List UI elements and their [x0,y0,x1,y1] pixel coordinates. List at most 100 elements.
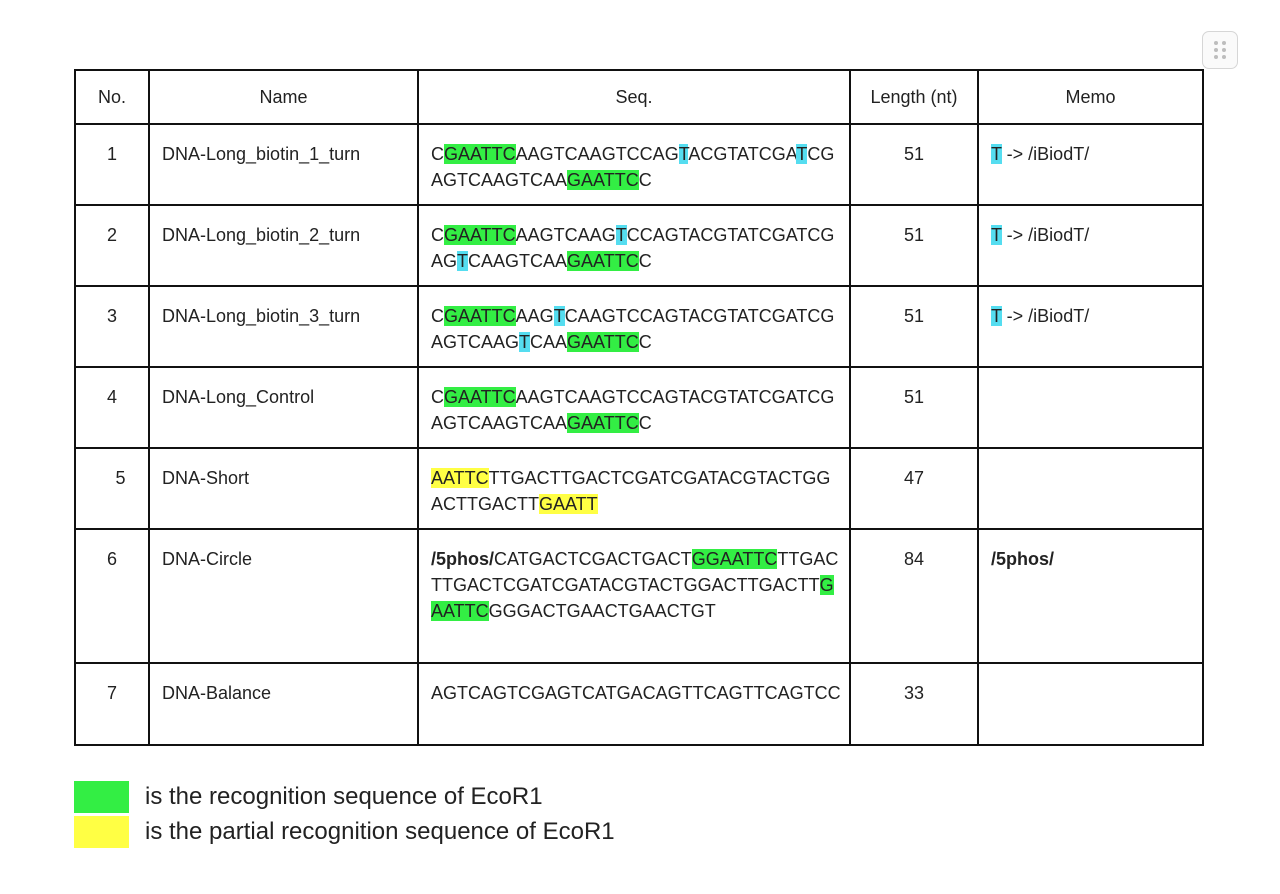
row-memo: /5phos/ [977,528,1204,664]
sequence-segment: -> /iBiodT/ [1001,225,1090,245]
row-sequence: CGAATTCAAGTCAAGTCCAGTACGTATCGATCGAGTCAAG… [417,366,851,449]
row-length: 84 [849,528,979,664]
table-row: 5 DNA-Short AATTCTTGACTTGACTCGATCGATACGT… [74,447,1204,530]
row-length: 33 [849,662,979,746]
row-sequence: CGAATTCAAGTCAAGTCCAGTACGTATCGATCGAGTCAAG… [417,204,851,287]
legend-label: is the partial recognition sequence of E… [145,817,615,845]
row-name: DNA-Long_biotin_1_turn [148,123,419,206]
row-memo: T -> /iBiodT/ [977,123,1204,206]
row-sequence: AGTCAGTCGAGTCATGACAGTTCAGTTCAGTCC [417,662,851,746]
sequence-segment: CCAGTACGTATCGATCGAG [431,225,835,271]
biotin-base: T [553,306,565,326]
sequence-segment: CAAGTCAA [468,251,568,271]
row-name: DNA-Long_biotin_2_turn [148,204,419,287]
sequence-segment: -> /iBiodT/ [1001,144,1090,164]
sequence-segment: C [638,251,652,271]
biotin-base: T [991,306,1002,326]
header-no: No. [74,69,150,125]
row-sequence: /5phos/CATGACTCGACTGACTGGAATTCTTGACTTGAC… [417,528,851,664]
partial-site: GAATT [539,494,598,514]
table-row: 7 DNA-Balance AGTCAGTCGAGTCATGACAGTTCAGT… [74,662,1204,746]
biotin-base: T [991,144,1002,164]
recognition-site: GAATTC [444,144,516,164]
sequence-segment: CAAGTCCAGTACGTATCGATCGAGTCAAG [431,306,835,352]
row-length: 51 [849,285,979,368]
sequence-segment: AAGTCAAGTCCAG [515,144,679,164]
legend-swatch-green [74,780,129,813]
sequence-segment: AAGTCAAG [515,225,616,245]
phosphate-tag: /5phos/ [991,549,1055,569]
sequence-segment: CATGACTCGACTGACT [494,549,692,569]
table-row: 4 DNA-Long_Control CGAATTCAAGTCAAGTCCAGT… [74,366,1204,449]
sequence-segment: C [431,306,444,326]
row-length: 51 [849,366,979,449]
row-name: DNA-Long_biotin_3_turn [148,285,419,368]
drag-handle[interactable] [1202,31,1238,69]
header-memo: Memo [977,69,1204,125]
row-memo [977,662,1204,746]
row-no: 6 [74,528,150,664]
row-no: 2 [74,204,150,287]
recognition-site: GAATTC [444,306,516,326]
drag-handle-icon [1214,41,1226,59]
table-row: 3 DNA-Long_biotin_3_turn CGAATTCAAGTCAAG… [74,285,1204,368]
header-length: Length (nt) [849,69,979,125]
recognition-site: GAATTC [567,170,639,190]
row-memo: T -> /iBiodT/ [977,204,1204,287]
table-row: 1 DNA-Long_biotin_1_turn CGAATTCAAGTCAAG… [74,123,1204,206]
legend: is the recognition sequence of EcoR1 is … [74,779,615,849]
biotin-base: T [519,332,531,352]
biotin-base: T [457,251,469,271]
row-no: 3 [74,285,150,368]
recognition-site: GAATTC [567,251,639,271]
row-length: 51 [849,123,979,206]
sequence-segment: C [431,144,444,164]
phosphate-tag: /5phos/ [431,549,495,569]
row-name: DNA-Long_Control [148,366,419,449]
sequence-segment: C [431,387,444,407]
row-no: 5 [74,447,150,530]
row-no: 4 [74,366,150,449]
sequence-segment: TTGACTTGACTCGATCGATACGTACTGGACTTGACTT [431,549,839,595]
sequence-segment: AGTCAGTCGAGTCATGACAGTTCAGTTCAGTCC [431,683,841,703]
row-length: 47 [849,447,979,530]
sequence-segment: AAGTCAAGTCCAGTACGTATCGATCGAGTCAAGTCAA [431,387,835,433]
sequence-segment: CGAGTCAAGTCAA [431,144,835,190]
sequence-segment: TTGACTTGACTCGATCGATACGTACTGGACTTGACTT [431,468,831,514]
row-length: 51 [849,204,979,287]
biotin-base: T [615,225,627,245]
recognition-site: GAATTC [444,387,516,407]
row-sequence: CGAATTCAAGTCAAGTCCAGTACGTATCGATCGAGTCAAG… [417,285,851,368]
sequence-segment: C [638,332,652,352]
sequence-segment: C [638,170,652,190]
header-name: Name [148,69,419,125]
sequence-segment: ACGTATCGA [688,144,797,164]
biotin-base: T [991,225,1002,245]
sequence-segment: C [638,413,652,433]
legend-label: is the recognition sequence of EcoR1 [145,782,543,810]
recognition-site: GAATTC [567,413,639,433]
recognition-site: GAATTC [567,332,639,352]
biotin-base: T [796,144,808,164]
biotin-base: T [678,144,689,164]
legend-swatch-yellow [74,815,129,848]
row-name: DNA-Balance [148,662,419,746]
row-name: DNA-Short [148,447,419,530]
sequence-segment: CAA [530,332,568,352]
table-row: 2 DNA-Long_biotin_2_turn CGAATTCAAGTCAAG… [74,204,1204,287]
table-header-row: No. Name Seq. Length (nt) Memo [74,69,1204,125]
row-no: 7 [74,662,150,746]
sequence-segment: AAG [515,306,554,326]
row-sequence: AATTCTTGACTTGACTCGATCGATACGTACTGGACTTGAC… [417,447,851,530]
row-name: DNA-Circle [148,528,419,664]
legend-item-recognition: is the recognition sequence of EcoR1 [74,779,615,814]
row-no: 1 [74,123,150,206]
row-memo [977,366,1204,449]
recognition-site: GAATTC [444,225,516,245]
legend-item-partial: is the partial recognition sequence of E… [74,814,615,849]
sequence-table: No. Name Seq. Length (nt) Memo 1 DNA-Lon… [74,69,1204,746]
header-seq: Seq. [417,69,851,125]
table-row: 6 DNA-Circle /5phos/CATGACTCGACTGACTGGAA… [74,528,1204,664]
sequence-segment: C [431,225,444,245]
partial-site: AATTC [431,468,489,488]
